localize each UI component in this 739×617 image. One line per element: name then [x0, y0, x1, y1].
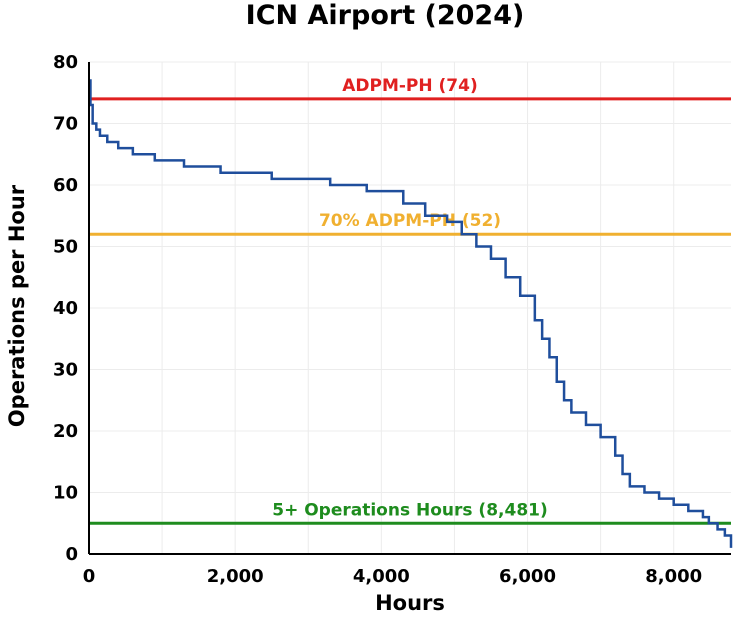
x-tick-label: 8,000	[645, 566, 702, 587]
series-line	[89, 79, 733, 548]
y-tick-label: 10	[53, 483, 78, 504]
grid	[88, 61, 731, 555]
x-tick-label: 0	[83, 566, 96, 587]
series-layer	[89, 79, 733, 548]
y-tick-label: 60	[53, 175, 78, 196]
x-tick-label: 6,000	[499, 566, 556, 587]
y-tick-label: 80	[53, 52, 78, 73]
reference-line-label: ADPM-PH (74)	[342, 76, 478, 96]
y-tick-label: 30	[53, 360, 78, 381]
y-tick-label: 70	[53, 114, 78, 135]
reference-line-label: 5+ Operations Hours (8,481)	[272, 500, 548, 520]
y-axis-label: Operations per Hour	[5, 184, 29, 427]
y-axis-ticks: 0 10 20 30 40 50 60 70 80	[53, 52, 78, 565]
y-tick-label: 0	[65, 544, 78, 565]
axes	[88, 62, 731, 555]
x-tick-label: 2,000	[207, 566, 264, 587]
chart-title: ICN Airport (2024)	[246, 0, 525, 31]
y-tick-label: 50	[53, 237, 78, 258]
x-axis-ticks: 0 2,000 4,000 6,000 8,000	[83, 566, 702, 587]
y-tick-label: 20	[53, 421, 78, 442]
x-axis-label: Hours	[375, 591, 445, 615]
x-tick-label: 4,000	[353, 566, 410, 587]
reference-line-label: 70% ADPM-PH (52)	[319, 211, 501, 231]
y-tick-label: 40	[53, 298, 78, 319]
reference-lines: ADPM-PH (74) 70% ADPM-PH (52) 5+ Operation…	[89, 76, 731, 525]
